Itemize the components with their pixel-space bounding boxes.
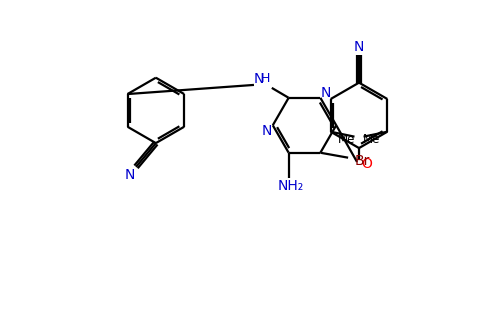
Text: N: N [125,168,136,182]
Text: NH₂: NH₂ [278,179,304,193]
Text: N: N [254,72,264,86]
Text: O: O [362,157,372,171]
Text: H: H [261,73,270,86]
Text: N: N [262,124,272,138]
Text: N: N [320,86,330,100]
Text: Me: Me [338,133,355,146]
Text: Me: Me [362,133,380,146]
Text: Br: Br [354,154,370,168]
Text: N: N [354,40,364,54]
